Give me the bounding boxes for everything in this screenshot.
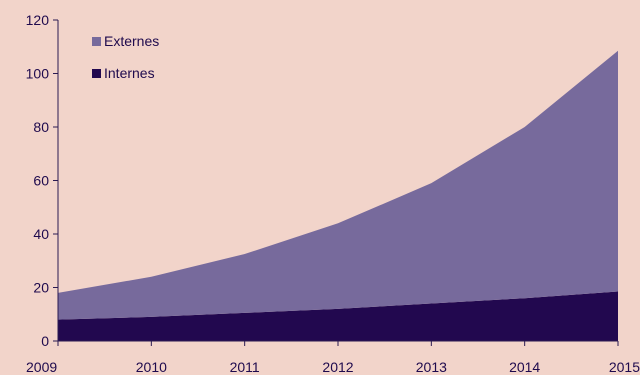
x-tick-label: 2010 (136, 359, 167, 375)
x-tick-label: 2014 (509, 359, 540, 375)
legend-label-externes: Externes (104, 33, 159, 49)
y-tick-label: 80 (33, 119, 49, 135)
chart-areas (58, 50, 618, 341)
area-internes (58, 291, 618, 341)
y-tick-label: 0 (41, 333, 49, 349)
y-tick-label: 20 (33, 280, 49, 296)
chart-legend: Externes Internes (92, 33, 159, 81)
x-tick-label: 2009 (26, 359, 57, 375)
y-tick-label: 100 (26, 66, 50, 82)
x-tick-label: 2013 (416, 359, 447, 375)
x-tick-label: 2015 (609, 359, 640, 375)
x-tick-label: 2012 (322, 359, 353, 375)
y-tick-label: 120 (26, 12, 50, 28)
area-externes (58, 50, 618, 320)
x-axis-ticks: 2009 2010 2011 2012 2013 2014 2015 (26, 341, 640, 375)
legend-label-internes: Internes (104, 65, 155, 81)
legend-swatch-internes (92, 69, 101, 78)
y-axis-ticks: 0 20 40 60 80 100 120 (26, 12, 58, 349)
y-tick-label: 60 (33, 173, 49, 189)
legend-swatch-externes (92, 37, 101, 46)
x-tick-label: 2011 (230, 359, 260, 375)
y-tick-label: 40 (33, 226, 49, 242)
